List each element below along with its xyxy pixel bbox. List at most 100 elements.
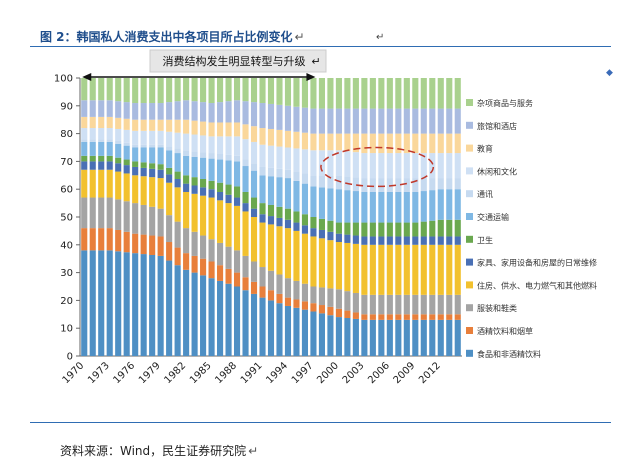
bar-segment bbox=[301, 183, 309, 215]
bar-segment bbox=[132, 233, 139, 254]
bar-segment bbox=[429, 220, 436, 237]
bar-segment bbox=[250, 281, 258, 294]
bar-segment bbox=[344, 222, 351, 235]
bar-segment bbox=[454, 178, 461, 190]
bar-segment bbox=[106, 161, 113, 170]
bar-segment bbox=[191, 101, 198, 121]
bar-segment bbox=[386, 244, 393, 295]
bar-segment bbox=[310, 228, 317, 237]
bar-segment bbox=[233, 136, 241, 156]
bar-segment bbox=[454, 294, 461, 315]
bar-segment bbox=[208, 189, 215, 198]
bar-segment bbox=[174, 148, 181, 154]
bar-segment bbox=[318, 305, 325, 314]
bar-segment bbox=[437, 244, 444, 295]
bar-segment bbox=[166, 131, 173, 147]
bar-segment bbox=[174, 265, 181, 356]
bar-segment bbox=[352, 222, 359, 236]
x-tick-label: 1979 bbox=[137, 360, 163, 386]
bar-segment bbox=[123, 173, 130, 202]
bar-segment bbox=[183, 269, 190, 356]
bar-segment bbox=[378, 108, 385, 134]
bar-segment bbox=[123, 252, 130, 356]
bar-segment bbox=[191, 120, 198, 135]
bar-segment bbox=[284, 178, 292, 209]
legend-label: 交通运输 bbox=[477, 212, 509, 222]
bar-segment bbox=[327, 240, 334, 289]
bar-segment bbox=[420, 221, 427, 237]
bar-segment bbox=[437, 108, 444, 134]
bar-segment bbox=[217, 242, 224, 266]
bar-segment bbox=[157, 169, 164, 179]
bar-segment bbox=[301, 173, 309, 184]
bar-segment bbox=[446, 219, 453, 237]
bar-segment bbox=[335, 317, 342, 356]
bar-segment bbox=[403, 108, 410, 134]
bar-segment bbox=[98, 250, 105, 356]
bar-segment bbox=[276, 104, 283, 130]
bar-segment bbox=[140, 176, 147, 205]
bar-segment bbox=[327, 108, 334, 134]
bar-segment bbox=[420, 314, 427, 320]
bar-segment bbox=[284, 130, 292, 148]
bar-segment bbox=[454, 78, 461, 109]
y-tick-label: 0 bbox=[67, 352, 73, 363]
bar-segment bbox=[217, 153, 224, 160]
bar-segment bbox=[446, 133, 453, 154]
bar-segment bbox=[242, 78, 249, 102]
bar-segment bbox=[352, 177, 359, 192]
bar-segment bbox=[217, 136, 224, 154]
bar-segment bbox=[225, 203, 232, 247]
bar-segment bbox=[395, 314, 402, 320]
bar-segment bbox=[183, 155, 190, 176]
bar-segment bbox=[344, 190, 351, 223]
bar-segment bbox=[166, 78, 173, 103]
bar-segment bbox=[183, 119, 190, 134]
bar-segment bbox=[81, 139, 88, 142]
bar-segment bbox=[174, 221, 181, 248]
bar-segment bbox=[369, 133, 376, 154]
bar-segment bbox=[310, 133, 317, 151]
bar-segment bbox=[89, 161, 96, 170]
bar-segment bbox=[403, 222, 410, 237]
bar-segment bbox=[123, 129, 130, 143]
bar-segment bbox=[166, 146, 173, 151]
bar-segment bbox=[115, 171, 122, 200]
bar-segment bbox=[174, 119, 181, 133]
source-mark: ↵ bbox=[248, 444, 259, 458]
bar-segment bbox=[106, 169, 113, 198]
bar-segment bbox=[403, 319, 410, 356]
x-tick-label: 1982 bbox=[162, 360, 188, 386]
bar-segment bbox=[310, 303, 317, 312]
bar-segment bbox=[276, 177, 283, 207]
bar-segment bbox=[318, 287, 325, 306]
bar-segment bbox=[132, 103, 139, 120]
bar-segment bbox=[361, 153, 368, 179]
bar-segment bbox=[437, 319, 444, 356]
bar-segment bbox=[301, 309, 309, 356]
bar-segment bbox=[208, 180, 215, 190]
bar-segment bbox=[284, 219, 292, 229]
bar-segment bbox=[335, 222, 342, 234]
bar-segment bbox=[115, 163, 122, 172]
bar-segment bbox=[395, 153, 402, 179]
bar-segment bbox=[352, 191, 359, 223]
bar-segment bbox=[361, 244, 368, 295]
bar-segment bbox=[89, 141, 96, 156]
bar-segment bbox=[115, 128, 122, 142]
bar-segment bbox=[318, 238, 325, 288]
bar-segment bbox=[412, 314, 419, 320]
bar-segment bbox=[174, 101, 181, 120]
bar-segment bbox=[420, 153, 427, 179]
bar-segment bbox=[89, 139, 96, 142]
bar-segment bbox=[412, 244, 419, 295]
bar-segment bbox=[200, 195, 207, 236]
bar-segment bbox=[225, 268, 232, 284]
legend-swatch bbox=[466, 99, 473, 106]
bar-segment bbox=[378, 319, 385, 356]
legend-label: 休闲和文化 bbox=[477, 166, 517, 176]
bar-segment bbox=[106, 155, 113, 162]
bar-segment bbox=[106, 250, 113, 356]
bar-segment bbox=[89, 197, 96, 229]
bar-segment bbox=[352, 235, 359, 244]
